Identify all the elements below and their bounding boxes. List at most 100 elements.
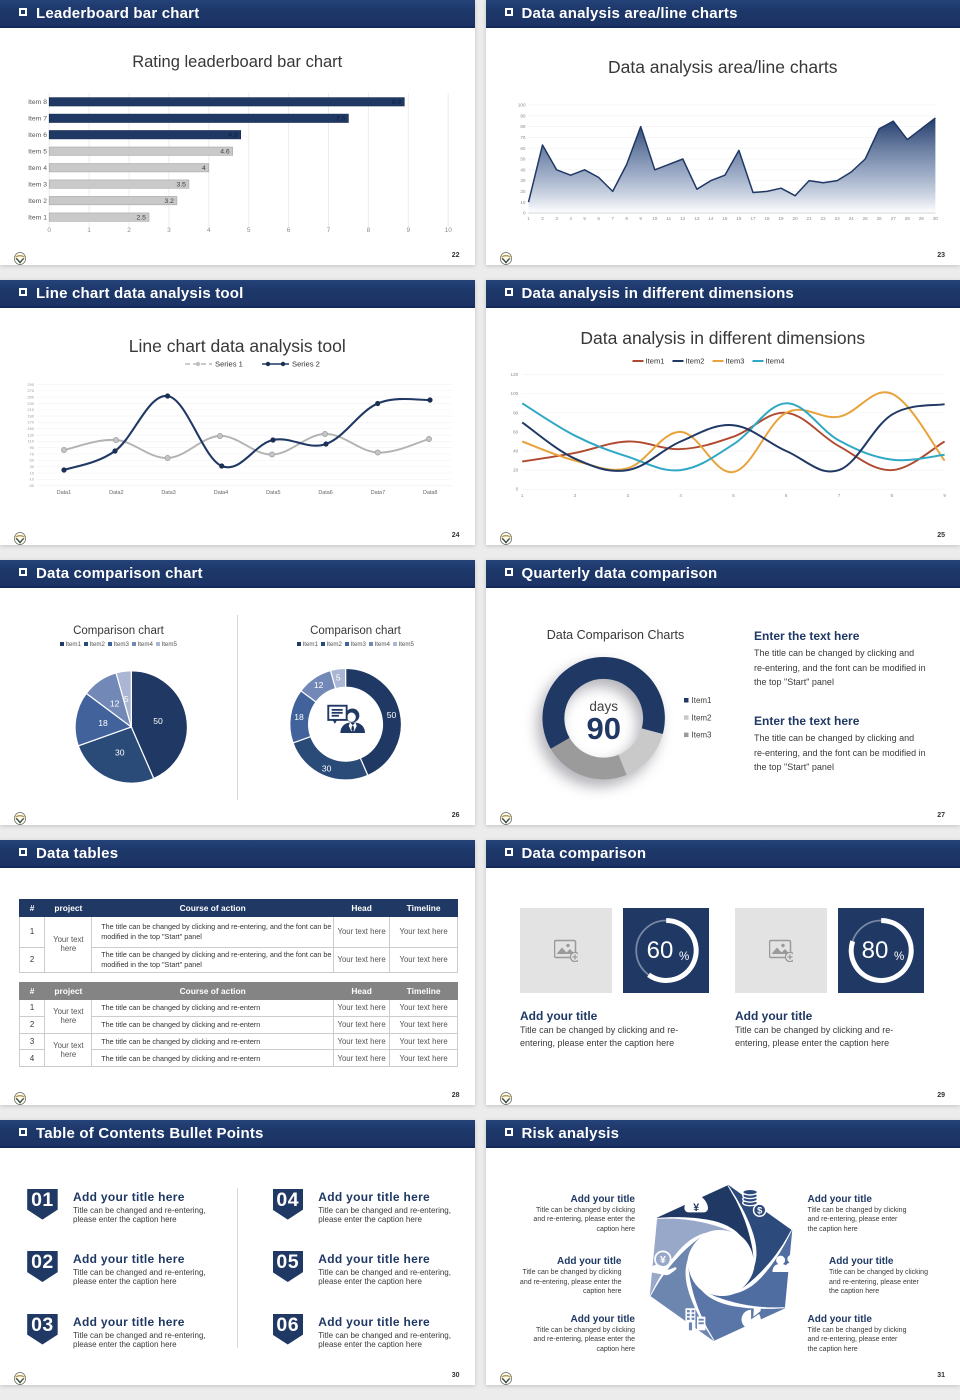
svg-text:9: 9 [406, 227, 410, 234]
svg-text:40: 40 [520, 167, 526, 172]
svg-text:17: 17 [750, 216, 756, 221]
svg-text:170: 170 [27, 420, 34, 425]
svg-text:16: 16 [736, 216, 742, 221]
svg-text:$: $ [757, 1206, 762, 1216]
svg-text:30: 30 [932, 216, 938, 221]
svg-text:4: 4 [679, 493, 682, 498]
svg-text:Item1: Item1 [691, 696, 712, 705]
svg-text:2: 2 [541, 216, 544, 221]
svg-text:26: 26 [876, 216, 882, 221]
svg-text:5: 5 [583, 216, 586, 221]
svg-text:6: 6 [597, 216, 600, 221]
svg-text:5: 5 [124, 694, 129, 704]
svg-text:3: 3 [167, 227, 171, 234]
svg-text:¥: ¥ [693, 1202, 699, 1214]
svg-text:Item 3: Item 3 [28, 181, 47, 188]
svg-text:%: % [679, 951, 689, 963]
svg-text:80: 80 [513, 410, 519, 415]
svg-text:10: 10 [445, 227, 453, 234]
svg-text:3.5: 3.5 [176, 181, 186, 188]
svg-text:28: 28 [904, 216, 910, 221]
svg-text:0: 0 [515, 487, 518, 492]
svg-text:1: 1 [527, 216, 530, 221]
svg-text:-30: -30 [28, 483, 35, 488]
svg-text:40: 40 [513, 449, 519, 454]
svg-text:Item 5: Item 5 [28, 149, 47, 156]
svg-text:25: 25 [862, 216, 868, 221]
svg-text:15: 15 [722, 216, 728, 221]
svg-text:30: 30 [520, 178, 526, 183]
svg-text:150: 150 [27, 426, 34, 431]
svg-text:Item 1: Item 1 [28, 214, 47, 221]
svg-text:60: 60 [520, 146, 526, 151]
svg-text:Series 2: Series 2 [292, 360, 320, 369]
svg-text:5: 5 [732, 493, 735, 498]
svg-text:10: 10 [520, 200, 526, 205]
svg-text:8.9: 8.9 [392, 99, 402, 106]
svg-text:4: 4 [202, 165, 206, 172]
svg-text:110: 110 [28, 439, 35, 444]
svg-text:20: 20 [792, 216, 798, 221]
svg-text:¥: ¥ [659, 1255, 665, 1266]
svg-text:80: 80 [861, 937, 888, 964]
svg-text:13: 13 [694, 216, 700, 221]
svg-text:Item 8: Item 8 [28, 99, 47, 106]
svg-text:1: 1 [87, 227, 91, 234]
svg-text:18: 18 [98, 718, 108, 728]
svg-text:2: 2 [127, 227, 131, 234]
svg-text:5: 5 [336, 673, 341, 683]
svg-text:290: 290 [27, 382, 34, 387]
svg-text:Item 7: Item 7 [28, 116, 47, 123]
svg-text:230: 230 [27, 401, 34, 406]
svg-text:7: 7 [837, 493, 840, 498]
svg-text:7.5: 7.5 [336, 116, 346, 123]
svg-text:12: 12 [110, 699, 120, 709]
svg-text:23: 23 [834, 216, 840, 221]
svg-text:-10: -10 [28, 477, 35, 482]
svg-text:50: 50 [153, 716, 163, 726]
svg-text:Data5: Data5 [266, 490, 280, 496]
svg-text:%: % [894, 951, 904, 963]
svg-text:120: 120 [510, 372, 518, 377]
svg-text:11: 11 [666, 216, 671, 221]
svg-text:Data8: Data8 [423, 490, 437, 496]
svg-text:60: 60 [646, 937, 673, 964]
svg-text:4.6: 4.6 [220, 149, 230, 156]
svg-text:2: 2 [573, 493, 576, 498]
svg-text:30: 30 [30, 464, 35, 469]
svg-text:90: 90 [586, 711, 620, 746]
svg-text:7: 7 [327, 227, 331, 234]
svg-text:90: 90 [30, 445, 35, 450]
svg-text:3: 3 [555, 216, 558, 221]
svg-text:12: 12 [314, 680, 324, 690]
svg-text:Item2: Item2 [691, 713, 712, 722]
svg-text:8: 8 [890, 493, 893, 498]
svg-text:50: 50 [30, 458, 35, 463]
svg-text:100: 100 [517, 103, 525, 108]
svg-text:24: 24 [848, 216, 854, 221]
svg-text:21: 21 [806, 216, 812, 221]
svg-text:Data4: Data4 [214, 490, 228, 496]
svg-text:30: 30 [115, 748, 125, 758]
svg-text:8: 8 [625, 216, 628, 221]
svg-text:Data7: Data7 [371, 490, 385, 496]
svg-text:Series 1: Series 1 [215, 360, 243, 369]
svg-text:3: 3 [626, 493, 629, 498]
svg-text:20: 20 [520, 189, 526, 194]
svg-text:Data1: Data1 [57, 490, 71, 496]
svg-text:Data2: Data2 [109, 490, 123, 496]
svg-text:210: 210 [27, 407, 34, 412]
svg-text:0: 0 [47, 227, 51, 234]
svg-text:27: 27 [890, 216, 896, 221]
svg-text:9: 9 [639, 216, 642, 221]
svg-text:60: 60 [513, 429, 519, 434]
svg-text:22: 22 [820, 216, 826, 221]
svg-text:7: 7 [611, 216, 614, 221]
svg-text:29: 29 [918, 216, 924, 221]
svg-text:10: 10 [30, 470, 35, 475]
svg-text:Item1: Item1 [645, 357, 664, 366]
svg-text:10: 10 [652, 216, 658, 221]
svg-text:20: 20 [513, 468, 519, 473]
svg-text:100: 100 [510, 391, 518, 396]
svg-text:4.8: 4.8 [228, 132, 238, 139]
